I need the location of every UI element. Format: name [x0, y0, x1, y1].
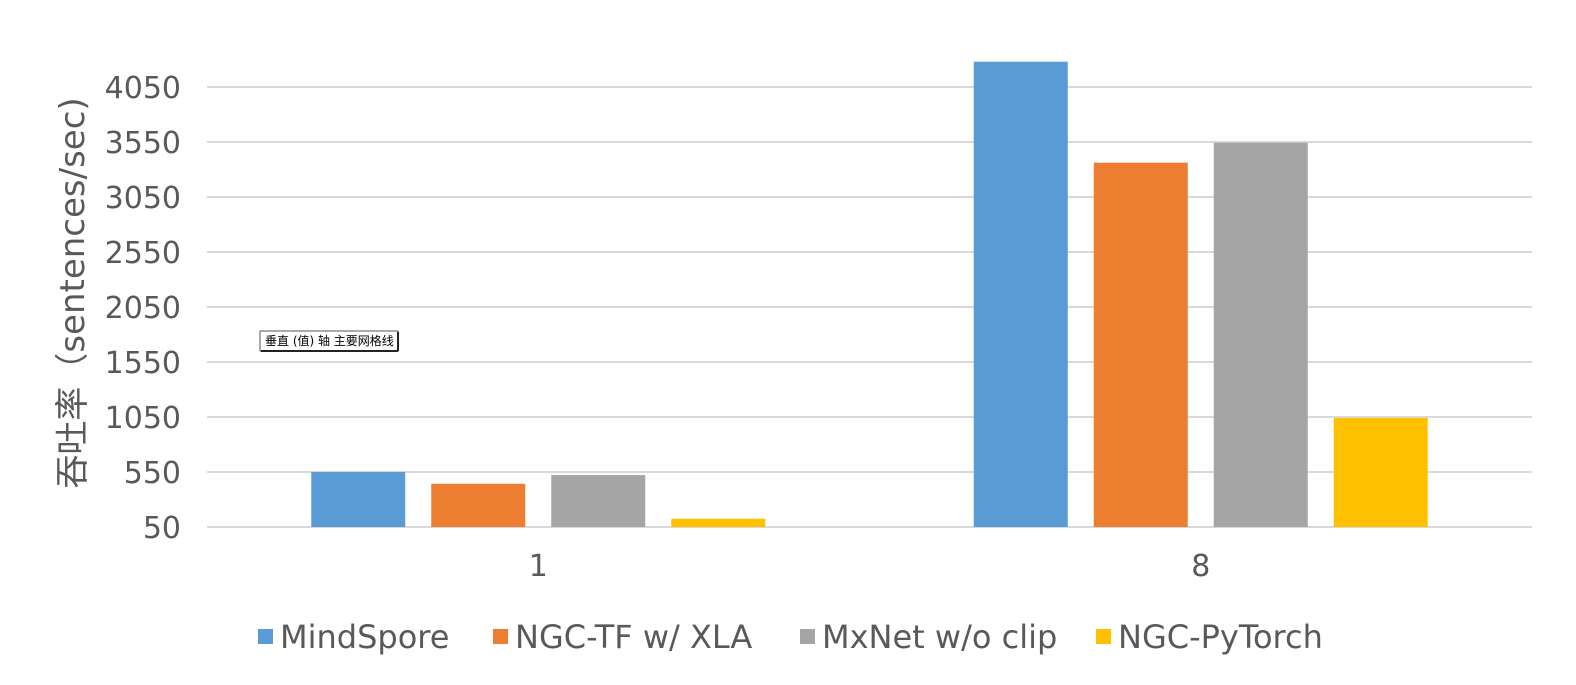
bars: [311, 61, 1428, 527]
gridlines: [207, 86, 1532, 528]
legend-swatch: [800, 629, 815, 644]
legend-label: NGC-TF w/ XLA: [515, 618, 752, 656]
y-tick-label: 3550: [105, 126, 181, 161]
y-tick-label: 550: [124, 456, 181, 491]
legend-swatch: [1096, 629, 1111, 644]
legend-swatch: [258, 629, 273, 644]
y-tick-label: 4050: [105, 71, 181, 106]
legend-label: MxNet w/o clip: [822, 618, 1057, 656]
bar-ngc-tf-w-xla-1: [431, 483, 526, 527]
y-tick-label: 1550: [105, 346, 181, 381]
legend-swatch: [493, 629, 508, 644]
gridline-tooltip: 垂直 (值) 轴 主要网格线: [259, 330, 399, 352]
y-tick-labels: 50 550 1050 1550 2050 2550 3050 3550 4050: [105, 71, 181, 546]
x-category-label: 1: [529, 549, 548, 584]
y-tick-label: 3050: [105, 181, 181, 216]
legend: MindSpore NGC-TF w/ XLA MxNet w/o clip NGC-…: [258, 618, 1323, 656]
y-tick-label: 2550: [105, 236, 181, 271]
y-axis-label: 吞吐率（sentences/sec): [53, 97, 93, 488]
legend-label: NGC-PyTorch: [1118, 618, 1323, 656]
x-category-label: 8: [1191, 549, 1210, 584]
bar-ngc-pytorch-1: [671, 518, 766, 527]
bar-mxnet-w-o-clip-1: [551, 475, 646, 527]
y-tick-label: 2050: [105, 291, 181, 326]
bar-ngc-pytorch-8: [1333, 417, 1428, 527]
bar-mindspore-1: [311, 472, 406, 527]
bar-ngc-tf-w-xla-8: [1093, 162, 1188, 527]
bar-mxnet-w-o-clip-8: [1213, 142, 1308, 527]
bar-mindspore-8: [973, 61, 1068, 527]
y-tick-label: 1050: [105, 401, 181, 436]
legend-label: MindSpore: [280, 618, 449, 656]
tooltip-text: 垂直 (值) 轴 主要网格线: [265, 333, 394, 348]
y-tick-label: 50: [143, 511, 181, 546]
